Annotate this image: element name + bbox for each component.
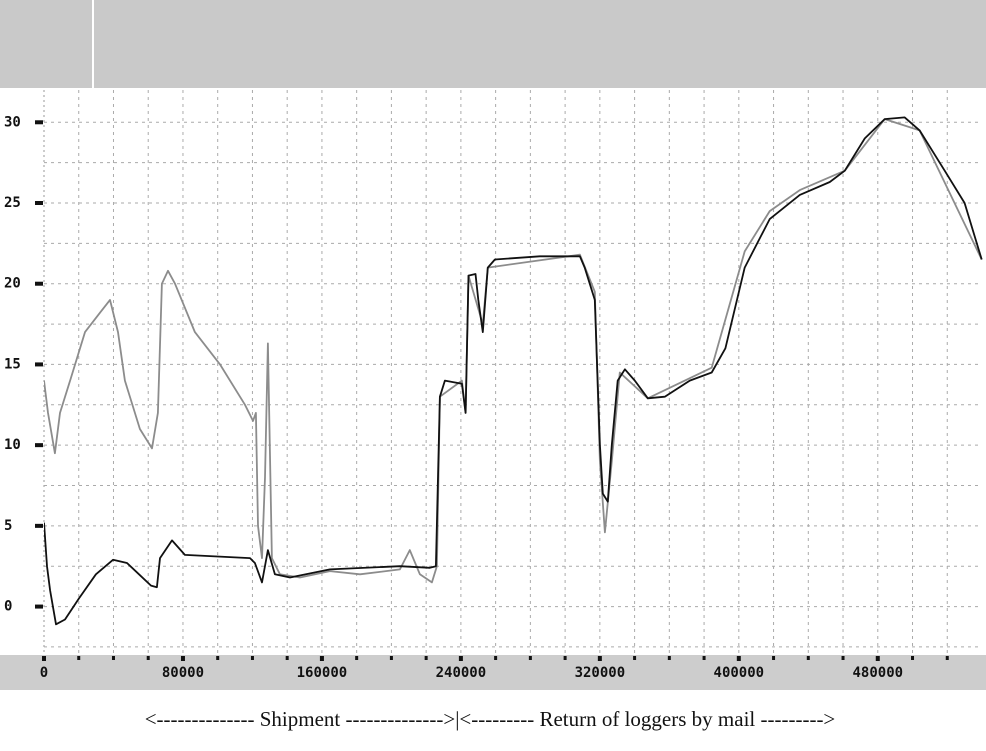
y-tick [35,604,43,609]
y-tick-label: 15 [4,356,21,372]
x-axis-band [0,655,986,690]
x-tick-label: 320000 [575,665,626,681]
x-minor-tick [702,656,706,660]
x-minor-tick [355,656,359,660]
x-minor-tick [945,656,949,660]
x-minor-tick [389,656,393,660]
y-tick [35,523,43,528]
x-minor-tick [806,656,810,660]
x-minor-tick [216,656,220,660]
x-tick-label: 400000 [714,665,765,681]
x-tick [458,656,463,661]
caption: <-------------- Shipment -------------->… [145,707,836,731]
x-tick [875,656,880,661]
y-tick-label: 25 [4,195,21,211]
x-tick-label: 240000 [436,665,487,681]
x-minor-tick [772,656,776,660]
x-minor-tick [77,656,81,660]
y-tick-label: 20 [4,276,21,292]
x-minor-tick [424,656,428,660]
top-band [0,0,986,88]
x-tick-label: 160000 [297,665,348,681]
x-tick [180,656,185,661]
y-tick [35,443,43,448]
x-tick-label: 80000 [162,665,204,681]
x-minor-tick [111,656,115,660]
x-minor-tick [528,656,532,660]
x-tick [42,656,46,661]
y-tick [35,201,43,205]
lines [44,116,983,626]
y-tick-label: 5 [4,518,12,534]
x-minor-tick [285,656,289,660]
x-minor-tick [841,656,845,660]
x-minor-tick [146,656,150,660]
y-tick-label: 10 [4,437,21,453]
x-minor-tick [494,656,498,660]
series-line [44,116,983,626]
y-tick [35,362,43,367]
y-tick [35,120,43,125]
x-tick [319,656,324,661]
grid [43,90,982,655]
x-tick [736,656,741,661]
x-tick-label: 480000 [852,665,903,681]
x-tick [597,656,602,661]
y-tick-label: 30 [4,114,21,130]
x-minor-tick [563,656,567,660]
y-tick-label: 0 [4,599,12,615]
x-tick-label: 0 [40,665,48,681]
x-minor-tick [911,656,915,660]
series-line [44,118,983,584]
y-tick [35,281,43,286]
x-minor-tick [633,656,637,660]
x-minor-tick [250,656,254,660]
x-minor-tick [667,656,671,660]
